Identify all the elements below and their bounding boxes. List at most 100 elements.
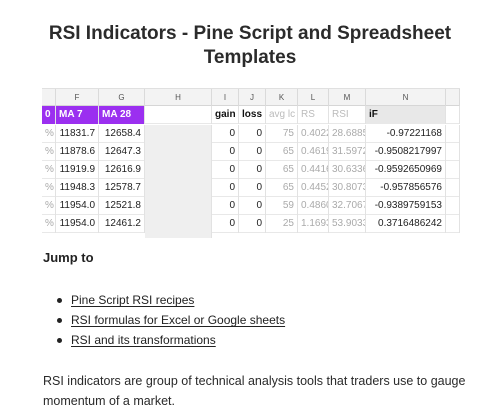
header-cell-o [446, 106, 460, 124]
page-title-line1: RSI Indicators - Pine Script and Spreads… [48, 23, 452, 44]
cell-avg-loss: 65 [266, 143, 298, 161]
cell-e: % [42, 161, 56, 179]
cell-if: -0.957856576 [366, 179, 446, 197]
cell-rsi: 32.7067 [329, 197, 366, 215]
cell-e: % [42, 143, 56, 161]
column-header-e [42, 89, 56, 106]
cell-o [446, 179, 460, 197]
cell-if: -0.9389759153 [366, 197, 446, 215]
column-header-m: M [329, 89, 366, 106]
header-cell-if: iF [366, 106, 446, 124]
cell-loss: 0 [239, 143, 266, 161]
cell-o [446, 215, 460, 233]
cell-loss: 0 [239, 215, 266, 233]
cell-ma28: 12658.4 [99, 125, 145, 143]
link-pine-script-rsi-recipes[interactable]: Pine Script RSI recipes [71, 293, 195, 307]
column-header-k: K [266, 89, 298, 106]
cell-rsi: 30.8073 [329, 179, 366, 197]
header-cell-rs: RS [298, 106, 329, 124]
cell-rs: 0.4619 [298, 143, 329, 161]
cell-avg-loss: 59 [266, 197, 298, 215]
cell-if: -0.9508217997 [366, 143, 446, 161]
cell-h [145, 233, 212, 238]
cell-gain: 0 [212, 125, 239, 143]
cell-ma7: 11954.0 [56, 215, 99, 233]
header-cell-h [145, 106, 212, 124]
header-cell-ma28: MA 28 [99, 106, 145, 124]
column-header-j: J [239, 89, 266, 106]
page-title: RSI Indicators - Pine Script and Spreads… [0, 22, 500, 70]
table-of-contents: Pine Script RSI recipes RSI formulas for… [57, 290, 285, 350]
bullet-icon [57, 298, 62, 303]
cell-o [446, 161, 460, 179]
table-row: % 11878.6 12647.3 0 0 65 0.4619 31.5972 -0.95082… [42, 143, 460, 161]
cell-avg-loss: 75 [266, 125, 298, 143]
table-row-empty [42, 233, 460, 238]
table-row: % 11919.9 12616.9 0 0 65 0.4416 30.6336 -0.95926… [42, 161, 460, 179]
cell-rs: 0.4452 [298, 179, 329, 197]
header-cell-rsi: RSI [329, 106, 366, 124]
cell-ma28: 12616.9 [99, 161, 145, 179]
cell-o [446, 125, 460, 143]
link-rsi-formulas-excel-sheets[interactable]: RSI formulas for Excel or Google sheets [71, 313, 286, 327]
bullet-icon [57, 318, 62, 323]
cell-rs: 0.4860 [298, 197, 329, 215]
cell-loss: 0 [239, 161, 266, 179]
cell-if: -0.97221168 [366, 125, 446, 143]
column-header-i: I [212, 89, 239, 106]
cell-ma28: 12461.2 [99, 215, 145, 233]
cell-gain: 0 [212, 143, 239, 161]
cell-h [145, 143, 212, 161]
table-row: % 11954.0 12461.2 0 0 25 1.1693 53.9033 0.371648… [42, 215, 460, 233]
header-cell-e: 0 [42, 106, 56, 124]
cell-ma28: 12521.8 [99, 197, 145, 215]
cell-loss: 0 [239, 125, 266, 143]
cell-if: 0.3716486242 [366, 215, 446, 233]
sheet-header-row: 0 MA 7 MA 28 gain loss avg lc RS RSI iF [42, 106, 460, 124]
cell-ma7: 11919.9 [56, 161, 99, 179]
column-header-o [446, 89, 460, 106]
cell-rsi: 28.6885 [329, 125, 366, 143]
toc-item: RSI formulas for Excel or Google sheets [57, 310, 285, 330]
cell-ma7: 11954.0 [56, 197, 99, 215]
cell-rsi: 53.9033 [329, 215, 366, 233]
cell-avg-loss: 25 [266, 215, 298, 233]
cell-o [446, 197, 460, 215]
link-rsi-transformations[interactable]: RSI and its transformations [71, 333, 216, 347]
header-cell-loss: loss [239, 106, 266, 124]
column-header-l: L [298, 89, 329, 106]
cell-ma7: 11831.7 [56, 125, 99, 143]
cell-rsi: 30.6336 [329, 161, 366, 179]
column-header-f: F [56, 89, 99, 106]
intro-paragraph: RSI indicators are group of technical an… [43, 374, 466, 408]
toc-item: Pine Script RSI recipes [57, 290, 285, 310]
column-header-row: F G H I J K L M N [42, 89, 460, 106]
cell-rsi: 31.5972 [329, 143, 366, 161]
cell-e: % [42, 215, 56, 233]
table-row: % 11954.0 12521.8 0 0 59 0.4860 32.7067 -0.93897… [42, 197, 460, 215]
cell-o [446, 143, 460, 161]
cell-e: % [42, 179, 56, 197]
cell-gain: 0 [212, 161, 239, 179]
cell-ma28: 12578.7 [99, 179, 145, 197]
table-row: % 11831.7 12658.4 0 0 75 0.4022 28.6885 -0.97221… [42, 125, 460, 143]
column-header-g: G [99, 89, 145, 106]
column-header-n: N [366, 89, 446, 106]
cell-h [145, 197, 212, 215]
cell-h [145, 215, 212, 233]
header-cell-avg-loss: avg lc [266, 106, 298, 124]
page-title-line2: Templates [203, 47, 297, 68]
cell-avg-loss: 65 [266, 161, 298, 179]
cell-e: % [42, 197, 56, 215]
cell-h [145, 125, 212, 143]
spreadsheet-screenshot: F G H I J K L M N 0 MA 7 MA 28 gain loss… [42, 88, 460, 238]
toc-item: RSI and its transformations [57, 330, 285, 350]
jump-to-heading: Jump to [43, 250, 94, 265]
cell-ma7: 11878.6 [56, 143, 99, 161]
bullet-icon [57, 338, 62, 343]
cell-loss: 0 [239, 197, 266, 215]
cell-gain: 0 [212, 179, 239, 197]
cell-rs: 1.1693 [298, 215, 329, 233]
cell-ma7: 11948.3 [56, 179, 99, 197]
cell-avg-loss: 65 [266, 179, 298, 197]
